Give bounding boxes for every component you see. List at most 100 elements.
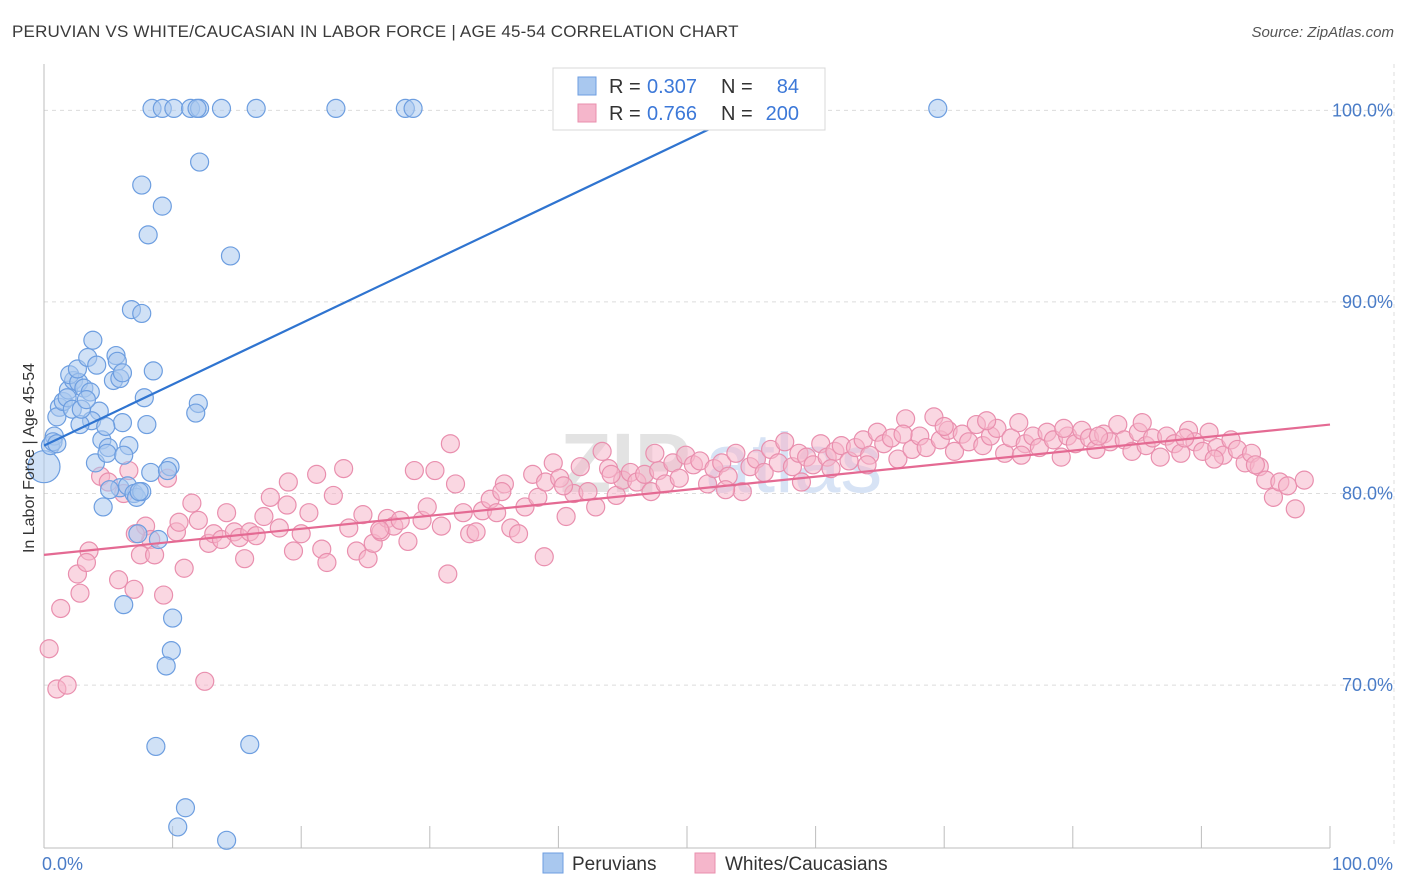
peruvian-point-64 bbox=[164, 98, 184, 119]
peruvian-point-61 bbox=[220, 246, 241, 266]
white-point-28 bbox=[217, 503, 237, 523]
peruvian-point-68 bbox=[211, 98, 232, 119]
peruvian-trend-line bbox=[43, 95, 778, 447]
y-axis-title: In Labor Force | Age 45-54 bbox=[21, 363, 38, 553]
legend-n-value-1: 84 bbox=[777, 76, 799, 98]
white-point-21 bbox=[169, 512, 189, 532]
peruvian-point-59 bbox=[138, 225, 158, 245]
white-point-23 bbox=[182, 493, 202, 513]
peruvian-point-17 bbox=[87, 355, 107, 375]
white-point-184 bbox=[370, 520, 390, 540]
white-point-194 bbox=[934, 416, 954, 437]
peruvian-point-67 bbox=[187, 98, 207, 119]
legend-box bbox=[552, 67, 826, 131]
white-point-38 bbox=[283, 541, 304, 561]
white-point-43 bbox=[317, 552, 337, 573]
legend-r-value-1: 0.307 bbox=[647, 76, 697, 98]
white-point-31 bbox=[235, 549, 255, 569]
legend-swatch-peruvians bbox=[577, 76, 597, 96]
peruvian-point-72 bbox=[403, 98, 423, 119]
peruvian-point-76 bbox=[112, 363, 133, 383]
white-point-18 bbox=[153, 585, 174, 605]
white-point-5 bbox=[70, 583, 90, 603]
peruvian-point-81 bbox=[114, 445, 134, 465]
peruvian-point-41 bbox=[93, 497, 113, 517]
white-point-185 bbox=[438, 564, 458, 584]
white-point-56 bbox=[404, 460, 424, 481]
white-point-58 bbox=[417, 497, 437, 517]
white-point-80 bbox=[570, 457, 590, 477]
peruvian-point-42 bbox=[128, 524, 148, 544]
peruvian-point-70 bbox=[326, 98, 346, 119]
source-label: Source: ZipAtlas.com bbox=[1251, 24, 1394, 41]
peruvian-point-24 bbox=[97, 443, 117, 463]
peruvian-point-79 bbox=[129, 482, 149, 502]
white-point-44 bbox=[323, 485, 343, 506]
peruvian-point-78 bbox=[99, 480, 120, 500]
white-point-74 bbox=[528, 487, 548, 507]
white-point-37 bbox=[278, 472, 298, 492]
white-point-35 bbox=[260, 487, 280, 507]
white-point-10 bbox=[108, 570, 129, 590]
legend-swatch-whites bbox=[577, 103, 597, 123]
white-point-162 bbox=[1150, 447, 1170, 467]
white-point-13 bbox=[124, 579, 144, 599]
bottom-legend-swatch-whites bbox=[694, 852, 716, 874]
white-point-186 bbox=[534, 547, 554, 567]
series-whites-caucasians bbox=[39, 407, 1314, 699]
white-point-198 bbox=[1088, 426, 1109, 446]
white-point-0 bbox=[39, 639, 59, 659]
white-point-22 bbox=[174, 558, 194, 578]
white-point-142 bbox=[1009, 413, 1029, 433]
correlation-legend: R = 0.307 N = 84 R = 0.766 N = 200 bbox=[552, 67, 826, 131]
peruvian-point-45 bbox=[163, 608, 183, 628]
y-tick-label-100: 100.0% bbox=[1332, 100, 1393, 120]
white-point-202 bbox=[1132, 413, 1152, 433]
white-point-187 bbox=[601, 464, 621, 484]
peruvian-point-58 bbox=[152, 196, 172, 216]
peruvian-point-57 bbox=[132, 175, 152, 195]
white-point-40 bbox=[299, 503, 319, 523]
white-point-192 bbox=[857, 455, 877, 475]
white-point-41 bbox=[307, 464, 327, 484]
legend-n-label-1: N = bbox=[721, 76, 753, 98]
white-point-190 bbox=[791, 472, 812, 492]
white-point-180 bbox=[1277, 476, 1298, 496]
white-point-181 bbox=[1285, 499, 1305, 519]
peruvian-point-60 bbox=[190, 152, 210, 172]
peruvian-point-69 bbox=[246, 98, 266, 119]
white-point-197 bbox=[1054, 418, 1074, 438]
peruvian-point-49 bbox=[175, 798, 196, 818]
peruvian-point-50 bbox=[168, 817, 188, 837]
bottom-legend-whites: Whites/Caucasians bbox=[725, 854, 888, 875]
bottom-legend-swatch-peruvians bbox=[542, 852, 564, 874]
peruvian-point-83 bbox=[76, 390, 97, 410]
y-tick-labels: 70.0% 80.0% 90.0% 100.0% bbox=[1332, 100, 1393, 695]
white-point-68 bbox=[487, 503, 507, 523]
peruvian-point-48 bbox=[146, 736, 166, 757]
series-legend: Peruvians Whites/Caucasians bbox=[542, 852, 888, 875]
white-point-188 bbox=[645, 443, 665, 463]
white-point-102 bbox=[726, 443, 746, 463]
white-point-195 bbox=[977, 411, 997, 431]
white-point-78 bbox=[556, 506, 576, 527]
white-point-182 bbox=[1294, 470, 1314, 490]
white-point-203 bbox=[492, 482, 512, 502]
y-tick-label-80: 80.0% bbox=[1342, 484, 1393, 504]
white-point-2 bbox=[57, 675, 77, 695]
peruvian-point-43 bbox=[148, 529, 169, 550]
white-point-183 bbox=[277, 495, 297, 515]
white-point-133 bbox=[944, 441, 965, 461]
peruvian-point-51 bbox=[217, 830, 237, 850]
white-point-60 bbox=[431, 516, 451, 536]
peruvian-point-73 bbox=[928, 98, 948, 119]
white-point-71 bbox=[508, 524, 529, 544]
legend-n-value-2: 200 bbox=[766, 103, 799, 125]
x-tick-label-left: 0.0% bbox=[42, 854, 83, 874]
y-tick-label-70: 70.0% bbox=[1342, 675, 1393, 695]
x-tick-label-right: 100.0% bbox=[1332, 854, 1393, 874]
white-point-61 bbox=[440, 434, 460, 454]
peruvian-point-16 bbox=[83, 330, 103, 350]
series-peruvians bbox=[27, 98, 948, 850]
